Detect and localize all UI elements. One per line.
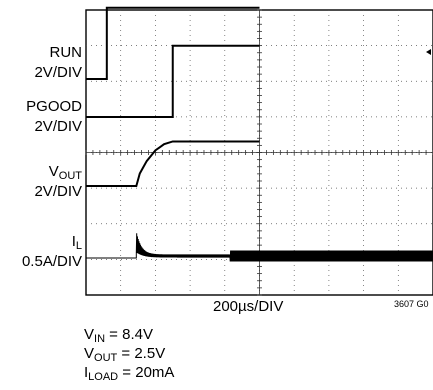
il-scale-label: 0.5A/DIV <box>21 253 82 270</box>
iload-sub: LOAD <box>88 371 119 383</box>
vout-label-sub: OUT <box>58 170 82 182</box>
time-per-div-label: 200µs/DIV <box>213 298 284 315</box>
trigger-marker <box>426 49 431 55</box>
il-label: IL <box>0 233 82 255</box>
run-scale-label: 2V/DIV <box>34 64 82 81</box>
vin-value: = 8.4V <box>105 326 153 343</box>
cvout-value: = 2.5V <box>117 345 166 362</box>
cvout-sub: OUT <box>94 352 118 364</box>
condition-iload: ILOAD = 20mA <box>84 364 174 386</box>
vout-label-main: V <box>48 163 59 180</box>
trace-run <box>86 6 260 80</box>
grid <box>85 9 433 296</box>
run-label: RUN <box>49 44 83 61</box>
il-label-main: I <box>71 233 76 250</box>
vout-scale-label: 2V/DIV <box>34 183 82 200</box>
condition-vin: VIN = 8.4V <box>84 326 153 348</box>
trace-pgood <box>86 44 260 118</box>
oscilloscope-plot <box>85 6 433 296</box>
vout-label: VOUT <box>0 163 82 185</box>
pgood-scale-label: 2V/DIV <box>34 118 82 135</box>
traces <box>86 6 433 262</box>
trace-il <box>86 233 433 262</box>
iload-main: I <box>84 364 89 381</box>
pgood-label: PGOOD <box>26 98 82 115</box>
condition-vout: VOUT = 2.5V <box>84 345 165 367</box>
trace-vout <box>86 140 260 187</box>
vin-main: V <box>84 326 95 343</box>
figure-id: 3607 G0 <box>394 299 429 309</box>
cvout-main: V <box>84 345 95 362</box>
vin-sub: IN <box>94 333 106 345</box>
il-label-sub: L <box>75 240 82 252</box>
iload-value: = 20mA <box>118 364 175 381</box>
